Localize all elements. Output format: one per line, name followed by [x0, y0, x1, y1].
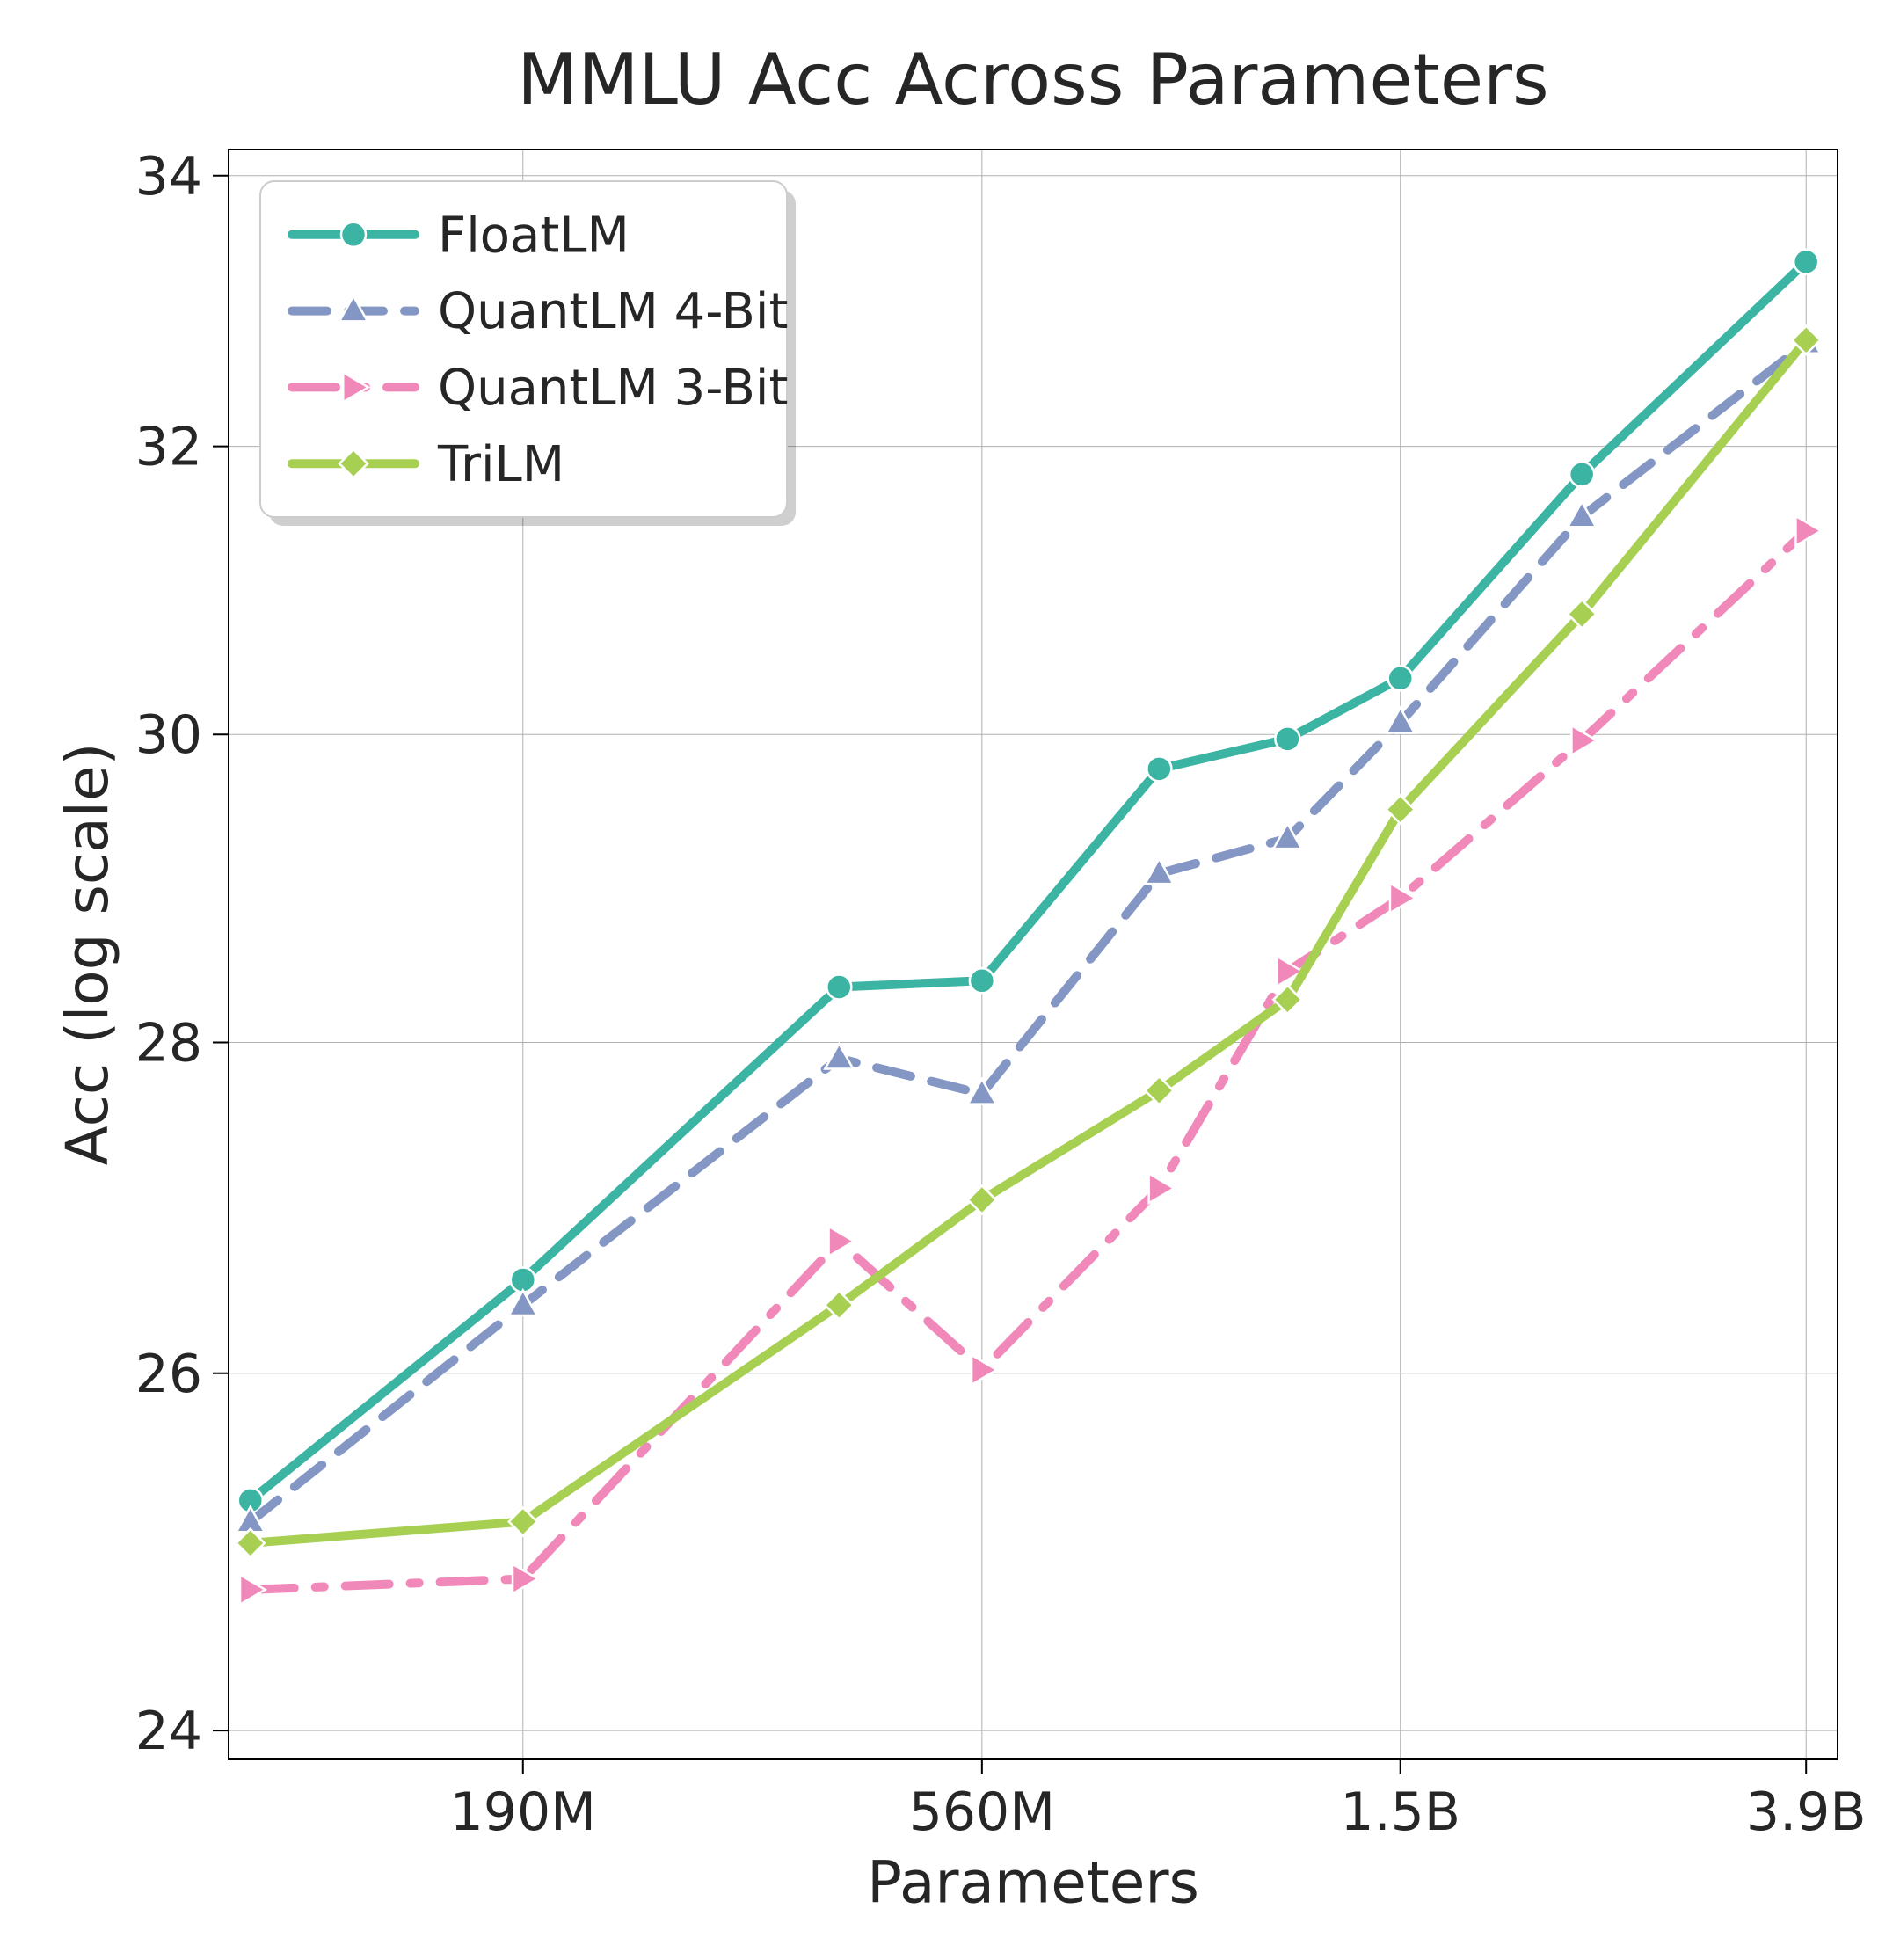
legend-label: FloatLM — [438, 207, 630, 264]
x-tick-label: 3.9B — [1746, 1781, 1867, 1843]
y-tick-label: 30 — [135, 704, 202, 766]
x-axis-label: Parameters — [867, 1849, 1199, 1917]
chart-title: MMLU Acc Across Parameters — [517, 39, 1548, 120]
legend-label: QuantLM 3-Bit — [438, 360, 788, 417]
line-chart: 190M 560M 1.5B 3.9B 24 26 28 30 32 34 MMLU Acc Acr… — [0, 0, 1900, 1960]
chart-container: 190M 560M 1.5B 3.9B 24 26 28 30 32 34 MMLU Acc Acr… — [0, 0, 1900, 1960]
legend-label: TriLM — [437, 436, 564, 493]
y-tick-label: 26 — [135, 1344, 202, 1405]
y-tick-label: 24 — [135, 1701, 202, 1762]
y-tick-label: 32 — [135, 417, 202, 478]
y-tick-label: 34 — [135, 146, 202, 208]
x-tick-label: 1.5B — [1340, 1781, 1460, 1843]
legend: FloatLM QuantLM 4-Bit QuantLM 3-Bit TriLM — [260, 181, 796, 526]
y-tick-label: 28 — [135, 1013, 202, 1075]
legend-label: QuantLM 4-Bit — [438, 283, 788, 340]
y-axis-label: Acc (log scale) — [54, 743, 121, 1166]
x-tick-label: 190M — [450, 1781, 596, 1843]
x-tick-label: 560M — [909, 1781, 1055, 1843]
